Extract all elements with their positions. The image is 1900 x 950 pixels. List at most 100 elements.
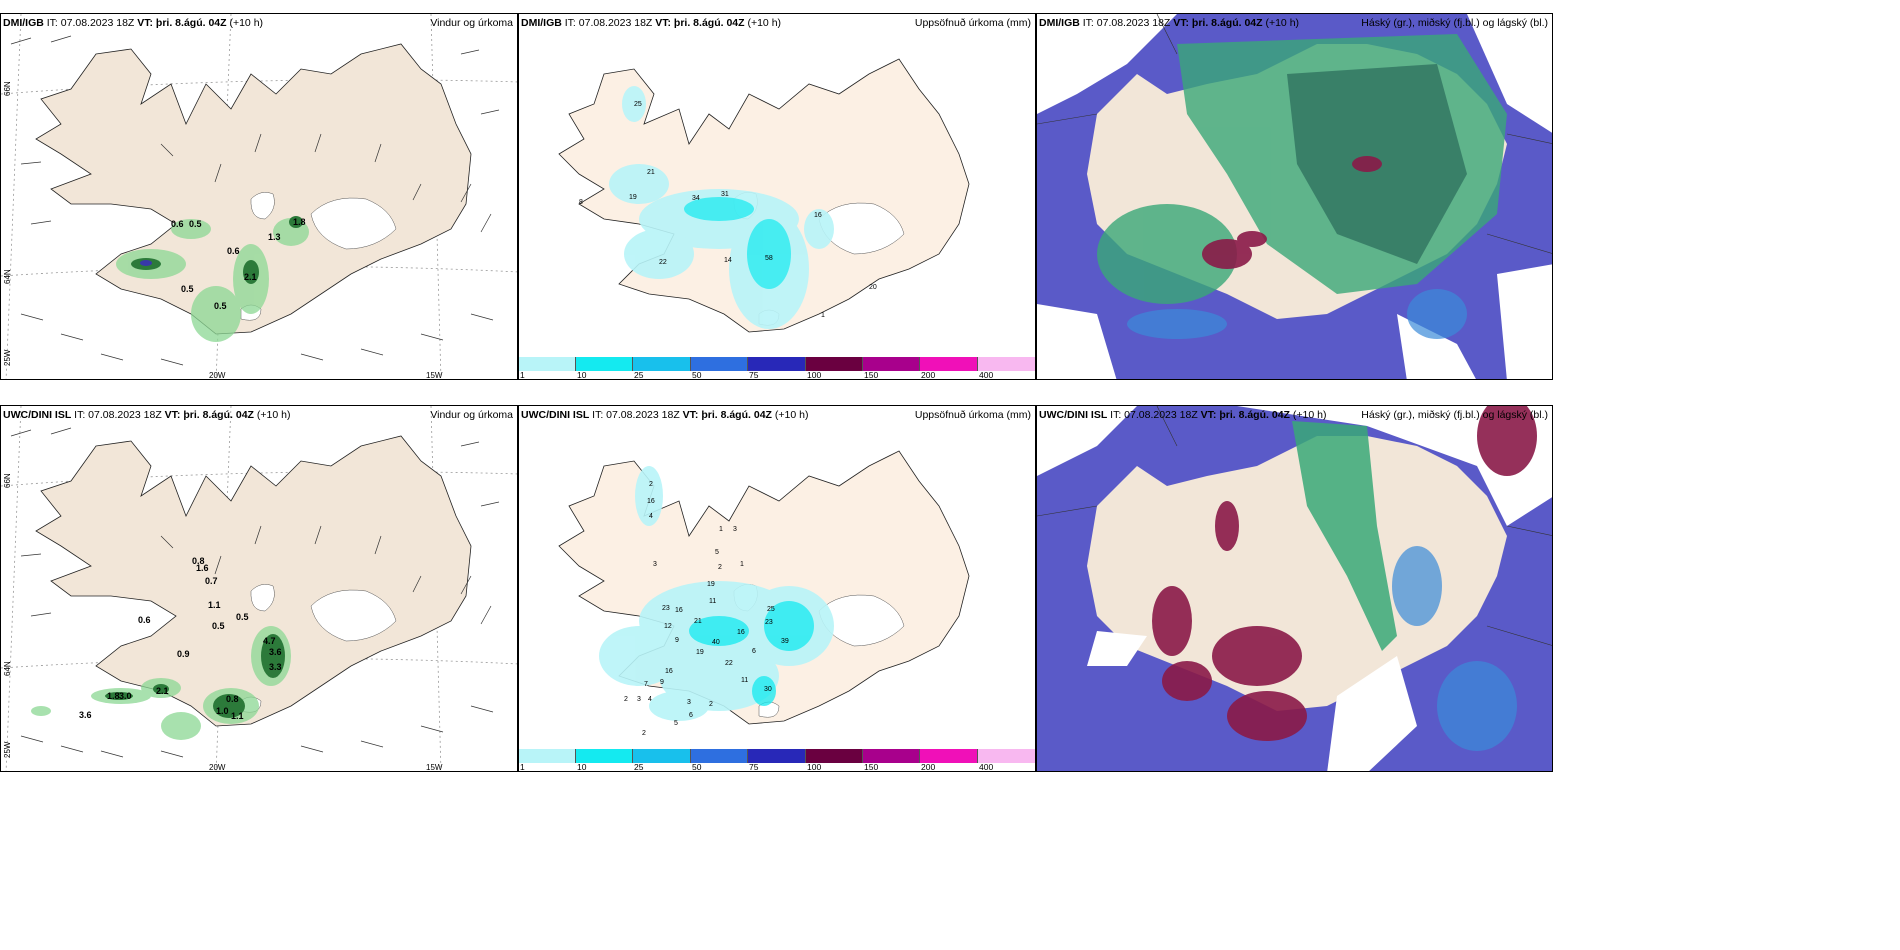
colorbar-tick: 150 [864,762,879,772]
precip-value: 25 [767,606,775,613]
panel-header: UWC/DINI ISL IT: 07.08.2023 18Z VT: þri.… [521,409,808,421]
precip-value: 7 [644,681,648,688]
colorbar-tick: 75 [749,762,759,772]
precip-value: 5 [715,549,719,556]
precip-value: 20 [869,284,877,291]
lon-label-20: 20W [209,371,226,380]
precip-value: 1.0 [216,706,229,716]
map-wind-precip-dini: 0.8 1.6 0.7 1.1 0.6 0.5 0.5 0.9 4.7 3.6 … [1,406,517,771]
precip-value: 40 [712,639,720,646]
precip-value: 2.1 [244,272,257,282]
precip-value: 21 [694,618,702,625]
product-title: Háský (gr.), miðský (fj.bl.) og lágský (… [1361,17,1548,29]
valid-time: VT: þri. 8.ágú. 04Z [655,17,745,29]
precip-value: 1.8 [107,691,120,701]
precip-value: 16 [665,668,673,675]
colorbar-swatch [691,357,748,371]
init-time: IT: 07.08.2023 18Z [592,409,680,421]
precip-value: 0.6 [138,615,151,625]
colorbar-swatch [691,749,748,763]
panel-accum-precip-dmi: 25 21 19 8 34 31 16 22 14 58 20 1 DMI/IG… [518,13,1036,380]
precip-value: 3 [637,696,641,703]
precip-value: 4.7 [263,636,276,646]
precip-value: 1 [719,526,723,533]
colorbar-tick: 1 [520,762,525,772]
iceland-landmass [35,435,472,727]
precip-value: 0.5 [236,612,249,622]
colorbar-tick: 25 [634,762,644,772]
lead-time: (+10 h) [774,409,809,421]
product-title: Vindur og úrkoma [430,17,513,29]
colorbar-swatch [920,357,978,371]
panel-accum-precip-dini: 2 16 4 1 3 5 2 1 3 19 23 16 11 21 40 16 … [518,405,1036,772]
map-accum-precip-dmi: 25 21 19 8 34 31 16 22 14 58 20 1 [558,58,970,333]
precip-value: 25 [634,101,642,108]
precip-value: 8 [579,199,583,206]
model-name: DMI/IGB [521,17,562,29]
precip-value: 0.6 [171,219,184,229]
map-wind-precip-dmi: 0.6 0.5 1.8 1.3 0.6 2.1 0.5 0.5 [1,14,517,379]
valid-time: VT: þri. 8.ágú. 04Z [1200,409,1290,421]
lead-time: (+10 h) [747,17,782,29]
precip-value: 39 [781,638,789,645]
model-name: DMI/IGB [1039,17,1080,29]
precip-value: 19 [707,581,715,588]
precip-value: 2 [709,701,713,708]
colorbar-tick: 1 [520,370,525,380]
colorbar-tick: 200 [921,370,936,380]
precip-value: 3.6 [79,710,92,720]
colorbar-swatch [806,357,863,371]
precip-value: 3.3 [269,662,282,672]
panel-clouds-dmi: DMI/IGB IT: 07.08.2023 18Z VT: þri. 8.ág… [1036,13,1553,380]
lon-label-25: 25W [3,349,12,366]
colorbar-tick: 150 [864,370,879,380]
precip-value: 1.8 [293,217,306,227]
colorbar-tick: 100 [807,762,822,772]
colorbar-swatch [863,749,920,763]
model-name: UWC/DINI ISL [3,409,72,421]
lon-label-25: 25W [3,741,12,758]
precip-value: 3.6 [269,647,282,657]
colorbar-swatch [576,357,633,371]
precip-value: 5 [674,720,678,727]
precip-value: 1 [740,561,744,568]
colorbar-tick: 200 [921,762,936,772]
colorbar-tick: 400 [979,762,994,772]
colorbar-swatch [978,357,1035,371]
precip-value: 22 [725,660,733,667]
precip-value: 1.3 [268,232,281,242]
colorbar-swatch [863,357,920,371]
panel-header: DMI/IGB IT: 07.08.2023 18Z VT: þri. 8.ág… [3,17,263,29]
colorbar-swatch [519,749,576,763]
colorbar: 1 10 25 50 75 100 150 200 400 [519,357,1035,379]
precip-value: 30 [764,686,772,693]
panel-header: UWC/DINI ISL IT: 07.08.2023 18Z VT: þri.… [3,409,290,421]
panel-clouds-dini: UWC/DINI ISL IT: 07.08.2023 18Z VT: þri.… [1036,405,1553,772]
valid-time: VT: þri. 8.ágú. 04Z [137,17,227,29]
panel-header: DMI/IGB IT: 07.08.2023 18Z VT: þri. 8.ág… [521,17,781,29]
precip-value: 12 [664,623,672,630]
colorbar: 1 10 25 50 75 100 150 200 400 [519,749,1035,771]
product-title: Háský (gr.), miðský (fj.bl.) og lágský (… [1361,409,1548,421]
precip-value: 34 [692,195,700,202]
precip-value: 19 [696,649,704,656]
precip-value: 16 [737,629,745,636]
colorbar-tick: 10 [577,370,587,380]
lat-label-66: 66N [3,473,12,488]
valid-time: VT: þri. 8.ágú. 04Z [682,409,772,421]
precip-value: 2 [649,481,653,488]
precip-value: 19 [629,194,637,201]
precip-value: 0.7 [205,576,218,586]
precip-value: 2 [642,730,646,737]
precip-value: 2.1 [156,686,169,696]
colorbar-swatch [633,357,691,371]
init-time: IT: 07.08.2023 18Z [46,17,135,29]
precip-value: 14 [724,257,732,264]
precip-value: 16 [675,607,683,614]
init-time: IT: 07.08.2023 18Z [74,409,162,421]
panel-wind-precip-dini: 0.8 1.6 0.7 1.1 0.6 0.5 0.5 0.9 4.7 3.6 … [0,405,518,772]
precip-value: 11 [741,677,748,684]
map-clouds-dini [1037,406,1552,771]
colorbar-tick: 75 [749,370,759,380]
product-title: Uppsöfnuð úrkoma (mm) [914,17,1031,29]
